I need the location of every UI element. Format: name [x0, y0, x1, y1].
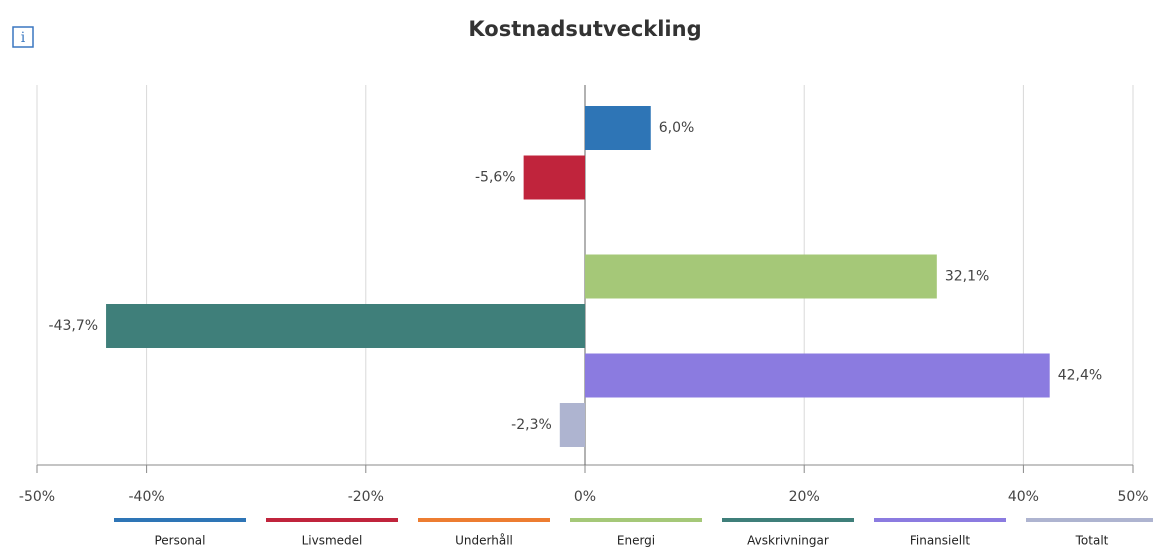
bar — [559, 403, 585, 447]
x-tick-label: -50% — [19, 489, 55, 505]
bar — [106, 304, 585, 348]
x-tick-label: -20% — [348, 489, 384, 505]
legend-label: Energi — [617, 534, 655, 548]
x-tick-label: 40% — [1008, 489, 1039, 505]
bar — [585, 254, 937, 299]
legend-label: Livsmedel — [302, 534, 363, 548]
value-label: 32,1% — [945, 269, 989, 285]
info-icon-label[interactable]: i — [21, 30, 26, 46]
value-label: -5,6% — [475, 170, 516, 186]
bar — [585, 106, 651, 150]
chart-title: Kostnadsutveckling — [468, 17, 701, 41]
value-label: 42,4% — [1058, 368, 1102, 384]
legend-label: Personal — [154, 534, 205, 548]
legend-label: Finansiellt — [910, 534, 971, 548]
value-label: 6,0% — [659, 120, 695, 136]
legend-label: Totalt — [1075, 534, 1109, 548]
value-label: -2,3% — [511, 417, 552, 433]
x-tick-label: 20% — [789, 489, 820, 505]
bar — [523, 155, 585, 200]
legend-label: Avskrivningar — [747, 534, 829, 548]
info-icon[interactable] — [12, 26, 34, 48]
x-tick-label: 0% — [574, 489, 596, 505]
bar — [585, 353, 1050, 398]
x-tick-label: -40% — [129, 489, 165, 505]
x-tick-label: 50% — [1117, 489, 1148, 505]
value-label: -43,7% — [49, 318, 99, 334]
legend-label: Underhåll — [455, 534, 513, 548]
